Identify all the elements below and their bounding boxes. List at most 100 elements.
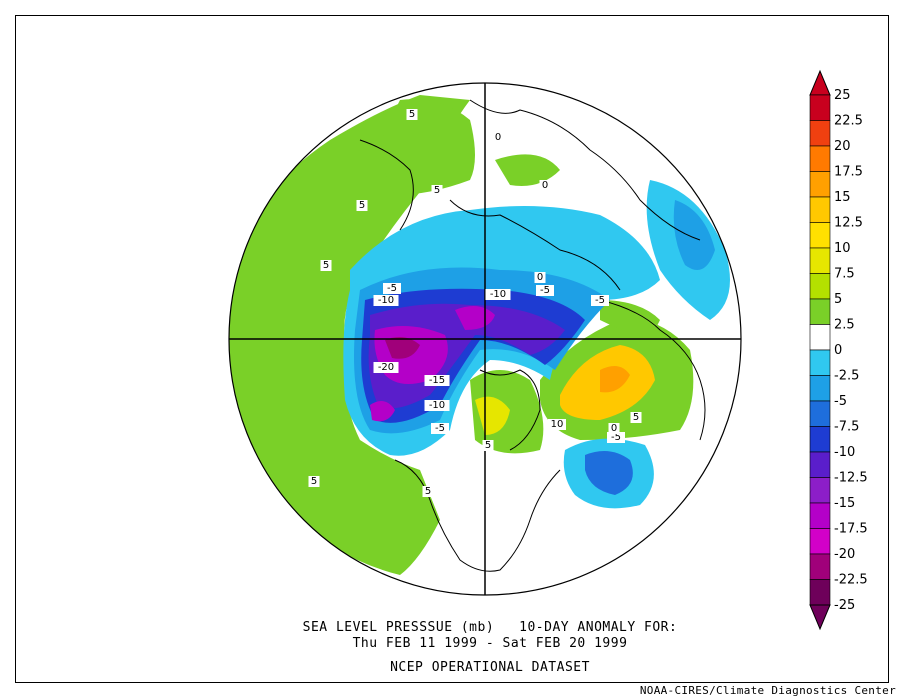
colorbar-swatch	[809, 375, 831, 402]
contour-label-bg	[539, 180, 551, 191]
contour-label: 5	[425, 486, 431, 497]
contour-label-bg	[591, 295, 609, 306]
colorbar-tick-label: 22.5	[834, 114, 863, 129]
contour-label-bg	[482, 440, 494, 451]
credit-text: NOAA-CIRES/Climate Diagnostics Center	[639, 684, 896, 697]
colorbar-tick-label: -25	[834, 598, 855, 613]
colorbar-swatch	[809, 222, 831, 249]
colorbar-swatch	[809, 553, 831, 580]
colorbar-tick-label: 7.5	[834, 267, 855, 282]
colorbar-swatch	[809, 477, 831, 504]
colorbar-tick-label: 20	[834, 139, 851, 154]
contour-label: -5	[611, 432, 621, 443]
contour-label: 0	[537, 272, 543, 283]
contour-label: 10	[551, 419, 564, 430]
contour-label-bg	[424, 400, 450, 411]
contour-label: -5	[435, 423, 445, 434]
contour-label-bg	[383, 283, 401, 294]
contour-label: -10	[429, 400, 445, 411]
contour-label-bg	[308, 476, 320, 487]
contour-label: -10	[378, 295, 394, 306]
contour-label-bg	[485, 289, 511, 300]
contour-label-bg	[422, 486, 434, 497]
colorbar-swatch	[809, 120, 831, 147]
colorbar-tick-label: -2.5	[834, 369, 859, 384]
contour-label-bg	[424, 375, 450, 386]
colorbar-swatch	[809, 298, 831, 325]
colorbar-tick-label: 25	[834, 88, 851, 103]
contour-label: -15	[429, 375, 445, 386]
contour-label: 5	[434, 185, 440, 196]
colorbar-tick-label: -20	[834, 547, 855, 562]
contour-label: 5	[409, 109, 415, 120]
colorbar-swatch	[809, 426, 831, 453]
contour-label: -10	[490, 289, 506, 300]
colorbar-tick-label: 15	[834, 190, 851, 205]
colorbar-tick-label: 12.5	[834, 216, 863, 231]
contour-label-bg	[492, 132, 504, 143]
contour-label-bg	[607, 432, 625, 443]
colorbar-swatch	[809, 324, 831, 351]
contour-label-bg	[548, 419, 566, 430]
negative-peak-north	[385, 336, 420, 359]
contour-label: 0	[495, 132, 501, 143]
positive-region-asia	[381, 99, 475, 195]
positive-region-europe	[600, 300, 660, 340]
contour-label: 0	[611, 423, 617, 434]
colorbar-tick-label: 5	[834, 292, 842, 307]
contour-label-bg	[534, 272, 546, 283]
contour-label-bg	[630, 412, 642, 423]
colorbar-tick-label: -15	[834, 496, 855, 511]
negative-core-pacific	[370, 401, 395, 422]
colorbar-swatch	[809, 528, 831, 555]
positive-peak-atlantic	[600, 366, 630, 393]
positive-region-arctic	[495, 154, 560, 186]
colorbar-arrow-top	[809, 69, 831, 96]
colorbar-tick-label: -17.5	[834, 522, 868, 537]
colorbar-tick-label: -5	[834, 394, 847, 409]
contour-label-bg	[536, 285, 554, 296]
colorbar: 25 22.5 20 17.5 15 12.5 10 7.5 5 2.5 0 -2.5 -5 -7.5 -1…	[809, 69, 868, 631]
colorbar-swatch	[809, 247, 831, 274]
contour-label: 5	[323, 260, 329, 271]
colorbar-swatch	[809, 451, 831, 478]
contour-label-bg	[356, 200, 368, 211]
contour-label: 5	[485, 440, 491, 451]
contour-label: -5	[540, 285, 550, 296]
contour-label-bg	[431, 423, 449, 434]
colorbar-swatch	[809, 579, 831, 606]
colorbar-swatch	[809, 171, 831, 198]
contour-label: -20	[378, 362, 394, 373]
contour-label: -5	[387, 283, 397, 294]
negative-mid-atlantic-low	[585, 451, 633, 495]
contour-label: -5	[595, 295, 605, 306]
contour-label: 0	[542, 180, 548, 191]
colorbar-tick-label: -10	[834, 445, 855, 460]
colorbar-swatch	[809, 196, 831, 223]
contour-label-bg	[320, 260, 332, 271]
colorbar-tick-label: -22.5	[834, 573, 868, 588]
title-line-1: SEA LEVEL PRESSSUE (mb) 10-DAY ANOMALY F…	[302, 620, 678, 635]
colorbar-swatch	[809, 273, 831, 300]
negative-mid-east	[673, 200, 715, 270]
colorbar-tick-label: 2.5	[834, 318, 855, 333]
contour-label: 5	[633, 412, 639, 423]
colorbar-tick-label: 17.5	[834, 165, 863, 180]
coastlines	[359, 99, 706, 572]
contour-label-bg	[406, 109, 418, 120]
colorbar-swatch	[809, 145, 831, 172]
contour-label-bg	[431, 185, 443, 196]
colorbar-arrow-bottom	[809, 604, 831, 631]
positive-region-pacific	[229, 95, 470, 575]
colorbar-swatch	[809, 400, 831, 427]
contour-label-bg	[608, 423, 620, 434]
colorbar-tick-label: 0	[834, 343, 842, 358]
colorbar-tick-label: -12.5	[834, 471, 868, 486]
colorbar-swatch	[809, 502, 831, 529]
colorbar-tick-label: 10	[834, 241, 851, 256]
title-line-3: NCEP OPERATIONAL DATASET	[390, 660, 590, 675]
contour-label-bg	[373, 295, 399, 306]
colorbar-swatch	[809, 349, 831, 376]
